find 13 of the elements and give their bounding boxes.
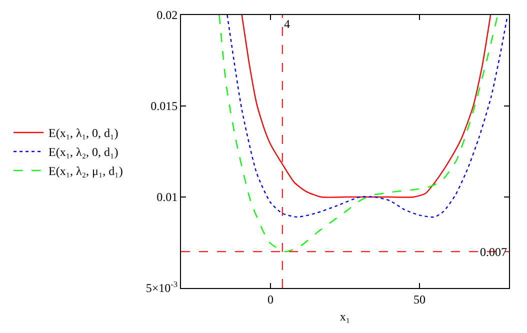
ref-line-label: 0.007 [480, 245, 507, 259]
x-tick-label: 0 [267, 292, 274, 306]
line-series [226, 15, 508, 218]
y-tick-label: 0.015 [150, 99, 178, 114]
y-tick-label: 5×10$^{-3}$ [146, 280, 178, 296]
x-axis-title: x₁ [340, 309, 350, 324]
y-tick-label: 0.02 [156, 8, 178, 22]
legend-label: E(x₁, λ₁, 0, d₁) [48, 126, 118, 140]
ref-line-label: 4 [284, 17, 290, 31]
x-tick-label: 50 [414, 292, 426, 306]
y-tick-label: 0.01 [156, 190, 178, 204]
legend-label: E(x₁, λ₂, μ₁, d₁) [48, 164, 123, 178]
legend-label: E(x₁, λ₂, 0, d₁) [48, 145, 118, 160]
